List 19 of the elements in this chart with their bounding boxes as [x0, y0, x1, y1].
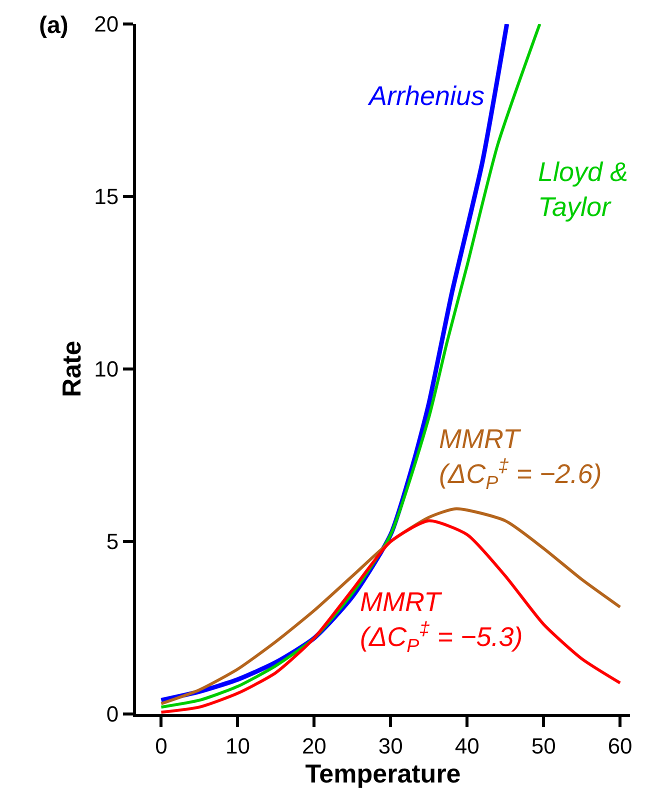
x-tick-label: 40	[454, 733, 480, 758]
y-tick-label: 15	[94, 184, 119, 210]
x-tick-label: 10	[225, 733, 250, 758]
y-axis-title: Rate	[56, 340, 87, 398]
y-tick-label: 5	[106, 529, 119, 554]
series-label: MMRT (ΔC$_{P}$$^{‡}$ = −5.3)	[360, 587, 523, 657]
series-label: Arrhenius	[367, 81, 485, 111]
x-tick-label: 0	[155, 733, 168, 758]
y-tick-label: 20	[94, 12, 119, 37]
x-axis-title: Temperature	[305, 758, 461, 788]
x-tick-label: 30	[378, 733, 403, 758]
series-label: MMRT (ΔC$_{P}$$^{‡}$ = −2.6)	[439, 424, 602, 494]
x-tick-label: 60	[608, 733, 632, 758]
x-tick-label: 20	[302, 733, 326, 758]
x-tick-label: 50	[531, 733, 556, 758]
text: (a)	[39, 12, 68, 39]
series-label: Lloyd & Taylor	[538, 157, 628, 222]
y-tick-label: 0	[106, 702, 119, 727]
y-tick-label: 10	[94, 356, 119, 382]
